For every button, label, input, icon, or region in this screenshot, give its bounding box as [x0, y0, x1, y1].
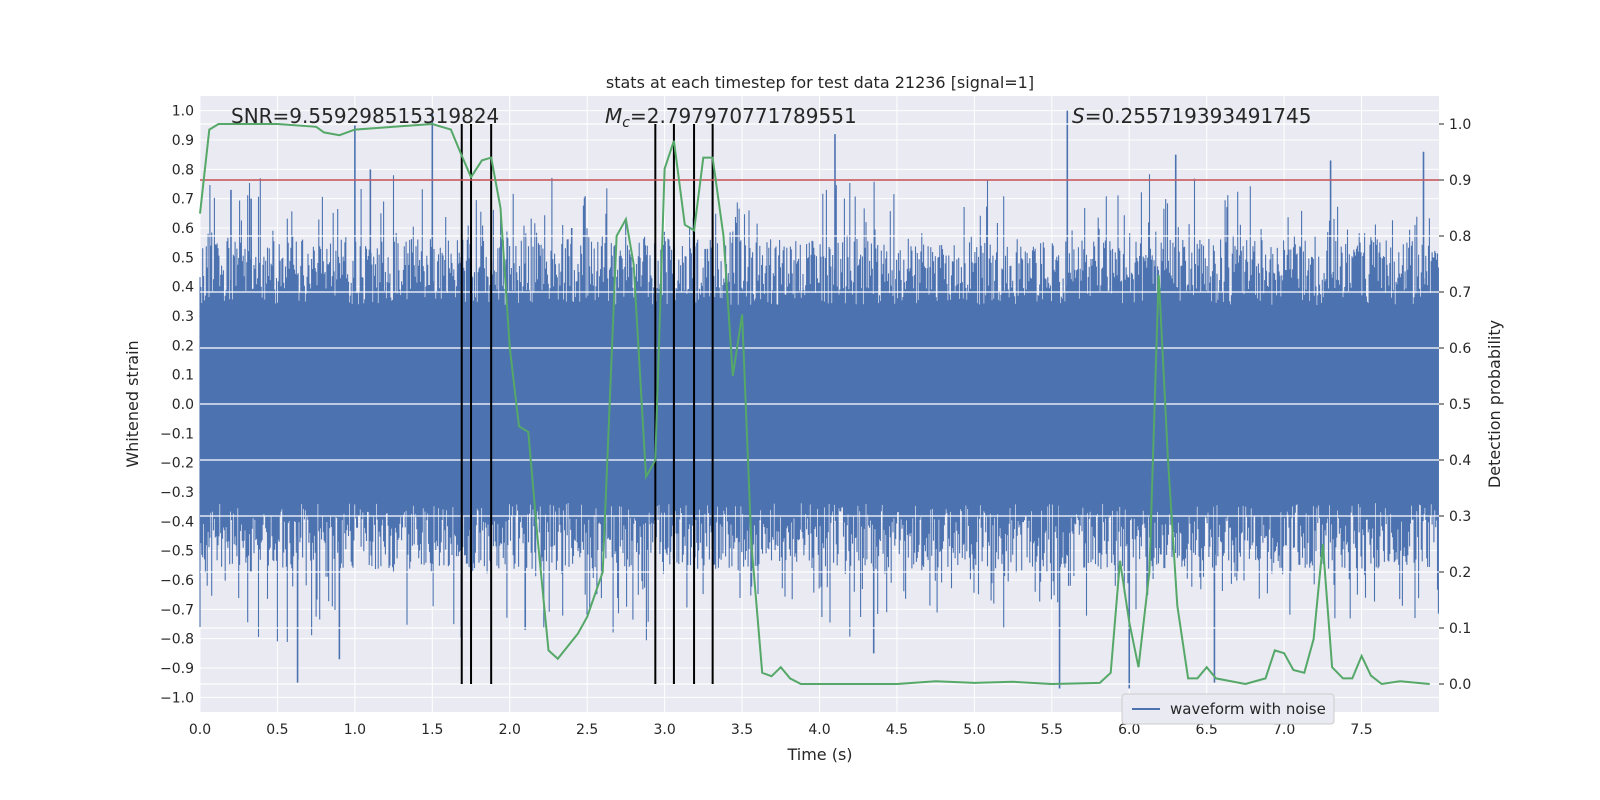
y-tick-label: −0.8 [160, 632, 194, 648]
mc-annotation: Mc=2.797970771789551 [605, 104, 857, 131]
x-tick-labels: 0.0 0.5 1.0 1.5 2.0 2.5 3.0 3.5 4.0 4.5 5.0 5.5 6.0 6… [189, 722, 1373, 738]
probability-line [199, 122, 1430, 686]
y-tick-label: 0.5 [172, 250, 194, 266]
y-tick-label: −0.4 [160, 514, 194, 530]
chart-title: stats at each timestep for test data 212… [606, 73, 1034, 92]
x-tick-label: 7.0 [1273, 722, 1295, 738]
y-tick-label: −1.0 [160, 690, 194, 706]
x-tick-label: 6.0 [1118, 722, 1140, 738]
y2-tick-label: 0.4 [1449, 453, 1471, 469]
y-tick-label: −0.5 [160, 544, 194, 560]
x-tick-label: 0.0 [189, 722, 211, 738]
y-tick-label: −0.7 [160, 602, 194, 618]
y-tick-label: 0.3 [172, 309, 194, 325]
x-tick-label: 5.5 [1041, 722, 1063, 738]
legend-label: waveform with noise [1170, 700, 1326, 718]
x-tick-label: 6.5 [1196, 722, 1218, 738]
legend: waveform with noise [1121, 693, 1335, 725]
y-tick-label: 0.4 [172, 280, 194, 296]
y-axis-label: Whitened strain [123, 340, 142, 467]
y2-tick-label: 0.6 [1449, 341, 1471, 357]
x-tick-label: 2.5 [576, 722, 598, 738]
y-tick-label: 0.8 [172, 162, 194, 178]
snr-annotation: SNR=9.559298515319824 [231, 104, 499, 128]
x-tick-label: 3.5 [731, 722, 753, 738]
y2-axis-label: Detection probability [1485, 320, 1504, 488]
y2-tick-label: 0.5 [1449, 397, 1471, 413]
x-tick-label: 1.5 [421, 722, 443, 738]
y2-tick-label: 0.0 [1449, 677, 1471, 693]
y-tick-labels: 1.0 0.9 0.8 0.7 0.6 0.5 0.4 0.3 0.2 0.1 0.0 −0.1 −0.… [160, 104, 194, 707]
vertical-markers [460, 124, 714, 684]
x-tick-label: 0.5 [266, 722, 288, 738]
y-tick-label: 0.6 [172, 221, 194, 237]
y-tick-label: −0.6 [160, 573, 194, 589]
x-tick-label: 5.0 [963, 722, 985, 738]
y2-tick-label: 0.1 [1449, 621, 1471, 637]
y2-tick-labels: 1.0 0.9 0.8 0.7 0.6 0.5 0.4 0.3 0.2 0.1 0.0 [1449, 117, 1471, 693]
y2-tick-label: 0.8 [1449, 229, 1471, 245]
y-tick-label: −0.1 [160, 426, 194, 442]
s-annotation: S=0.255719393491745 [1072, 104, 1311, 128]
y2-tick-label: 0.3 [1449, 509, 1471, 525]
y2-tick-label: 0.9 [1449, 173, 1471, 189]
x-tick-label: 4.0 [808, 722, 830, 738]
y-tick-label: −0.9 [160, 661, 194, 677]
y-tick-label: 0.7 [172, 192, 194, 208]
y-tick-label: 1.0 [172, 104, 194, 120]
y-tick-label: 0.9 [172, 133, 194, 149]
y-tick-label: 0.2 [172, 338, 194, 354]
x-axis-label: Time (s) [786, 745, 852, 764]
y-tick-label: −0.2 [160, 456, 194, 472]
y2-tick-label: 0.7 [1449, 285, 1471, 301]
y-tick-label: 0.1 [172, 368, 194, 384]
x-tick-label: 1.0 [344, 722, 366, 738]
y-tick-label: 0.0 [172, 397, 194, 413]
y-tick-label: −0.3 [160, 485, 194, 501]
x-tick-label: 4.5 [886, 722, 908, 738]
x-tick-label: 2.0 [499, 722, 521, 738]
x-tick-label: 3.0 [653, 722, 675, 738]
y2-tick-label: 1.0 [1449, 117, 1471, 133]
x-tick-label: 7.5 [1350, 722, 1372, 738]
y2-tick-label: 0.2 [1449, 565, 1471, 581]
